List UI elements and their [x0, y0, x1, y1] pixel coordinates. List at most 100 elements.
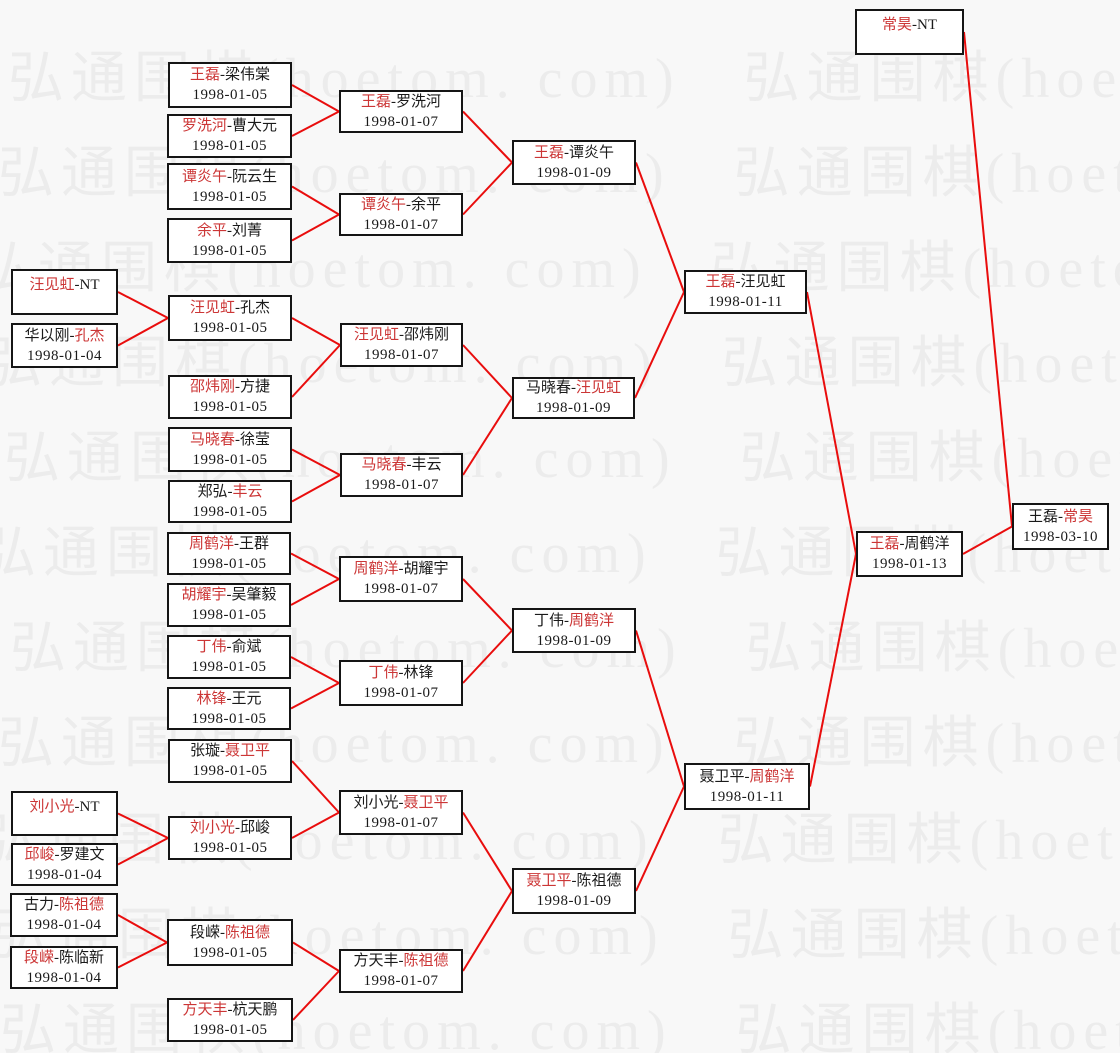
match-date: 1998-01-05	[191, 607, 267, 623]
vs-dash: -	[398, 665, 404, 681]
player2-name: NT	[79, 277, 100, 293]
match-box-wl_zhy: 王磊-周鹤洋 1998-01-13	[856, 531, 963, 577]
bracket-line	[809, 553, 857, 787]
match-players: 方天丰-陈祖德	[353, 951, 448, 971]
match-players: 段嵘-陈临新	[24, 948, 104, 968]
player2-name: 徐莹	[240, 431, 271, 448]
vs-dash: -	[571, 873, 577, 889]
match-box-yp_lj: 余平-刘菁 1998-01-05	[167, 218, 292, 263]
match-players: 王磊-谭炎午	[534, 143, 614, 163]
match-box-wjh_swg: 汪见虹-邵炜刚 1998-01-07	[340, 323, 463, 367]
bracket-line	[462, 344, 513, 399]
match-players: 聂卫平-陈祖德	[526, 871, 621, 891]
player1-name: 郑弘	[197, 483, 228, 500]
player2-name: 孔杰	[74, 327, 105, 344]
match-date: 1998-01-07	[364, 477, 439, 493]
match-date: 1998-01-04	[26, 969, 102, 986]
match-box-dw_lf: 丁伟-林锋 1998-01-07	[339, 660, 463, 706]
match-box-wjh_nt: 汪见虹-NT	[11, 269, 118, 315]
match-box-zh_fy: 郑弘-丰云 1998-01-05	[168, 480, 292, 523]
bracket-line	[291, 760, 340, 814]
player2-name: 周鹤洋	[569, 612, 615, 629]
player2-name: 孔杰	[240, 300, 271, 316]
bracket-line	[462, 110, 513, 164]
player2-name: 邵炜刚	[404, 327, 450, 343]
match-box-zx_nwp: 张璇-聂卫平 1998-01-05	[168, 739, 292, 783]
vs-dash: -	[226, 690, 232, 707]
match-players: 汪见虹-邵炜刚	[354, 325, 449, 345]
player1-name: 常昊	[881, 17, 912, 33]
match-box-wl_tyw: 王磊-谭炎午 1998-01-09	[512, 140, 636, 185]
player2-name: 俞斌	[231, 639, 262, 655]
vs-dash: -	[235, 300, 240, 316]
bracket-line	[290, 682, 340, 710]
bracket-line	[462, 811, 513, 892]
match-date: 1998-01-05	[191, 710, 267, 727]
match-date: 1998-01-05	[191, 659, 267, 675]
match-date: 1998-01-07	[363, 973, 439, 989]
player2-name: 陈临新	[59, 949, 105, 966]
match-date: 1998-01-04	[26, 917, 102, 933]
player2-name: 谭炎午	[569, 144, 615, 161]
bracket-line	[462, 890, 513, 972]
player2-name: 罗洗河	[396, 93, 442, 110]
player1-name: 邵炜刚	[189, 379, 235, 395]
bracket-line	[117, 914, 168, 944]
player1-name: 刘小光	[353, 794, 399, 811]
match-players: 郑弘-丰云	[197, 482, 262, 502]
player2-name: 王群	[239, 535, 270, 552]
vs-dash: -	[54, 846, 60, 863]
match-date: 1998-01-05	[192, 87, 268, 103]
player2-name: 吴肇毅	[231, 587, 277, 603]
match-box-mxc_wjh: 马晓春-汪见虹 1998-01-09	[512, 377, 635, 419]
bracket-line	[291, 185, 340, 216]
bracket-line	[291, 84, 340, 113]
bracket-line	[290, 578, 340, 606]
vs-dash: -	[227, 1002, 233, 1018]
vs-dash: -	[398, 794, 404, 811]
match-box-wjh_kj: 汪见虹-孔杰 1998-01-05	[168, 295, 292, 341]
player1-name: 聂卫平	[526, 873, 572, 889]
player1-name: 马晓春	[525, 380, 571, 396]
vs-dash: -	[571, 380, 576, 396]
player1-name: 汪见虹	[353, 327, 399, 343]
match-box-lf_wy: 林锋-王元 1998-01-05	[167, 687, 291, 730]
vs-dash: -	[227, 168, 232, 185]
match-box-qj_ljw: 邱峻-罗建文 1998-01-04	[11, 843, 118, 886]
player2-name: 刘菁	[232, 222, 263, 239]
player1-name: 周鹤洋	[353, 561, 399, 577]
match-players: 马晓春-汪见虹	[526, 378, 621, 398]
match-players: 常昊-NT	[882, 15, 937, 35]
player2-name: 胡耀宇	[403, 561, 449, 577]
match-date: 1998-01-07	[364, 347, 439, 363]
player1-name: 聂卫平	[699, 768, 745, 785]
match-box-mxc_fy: 马晓春-丰云 1998-01-07	[340, 453, 463, 497]
player2-name: 梁伟棠	[225, 67, 271, 83]
player1-name: 胡耀宇	[181, 587, 227, 603]
match-players: 汪见虹-孔杰	[190, 298, 270, 318]
vs-dash: -	[398, 561, 404, 577]
match-date: 1998-01-11	[709, 788, 785, 805]
bracket-line	[635, 162, 685, 293]
vs-dash: -	[54, 897, 59, 913]
vs-dash: -	[912, 17, 917, 33]
match-date: 1998-01-05	[192, 1022, 268, 1038]
match-box-ftf_htp: 方天丰-杭天鹏 1998-01-05	[167, 998, 293, 1042]
vs-dash: -	[564, 144, 569, 161]
match-players: 周鹤洋-胡耀宇	[353, 559, 448, 579]
bracket-line	[462, 397, 513, 476]
vs-dash: -	[235, 431, 240, 448]
match-date: 1998-01-05	[192, 840, 268, 856]
player2-name: 陈祖德	[225, 924, 271, 941]
bracket-line	[117, 941, 168, 969]
vs-dash: -	[220, 67, 225, 83]
player2-name: 余平	[411, 196, 442, 213]
match-date: 1998-01-09	[536, 400, 611, 416]
match-players: 刘小光-NT	[29, 797, 99, 817]
match-box-nwp_zhy: 聂卫平-周鹤洋 1998-01-11	[684, 763, 810, 810]
bracket-line	[117, 812, 169, 839]
match-date: 1998-01-05	[192, 763, 268, 779]
match-box-dr_clx: 段嵘-陈临新 1998-01-04	[10, 946, 118, 989]
